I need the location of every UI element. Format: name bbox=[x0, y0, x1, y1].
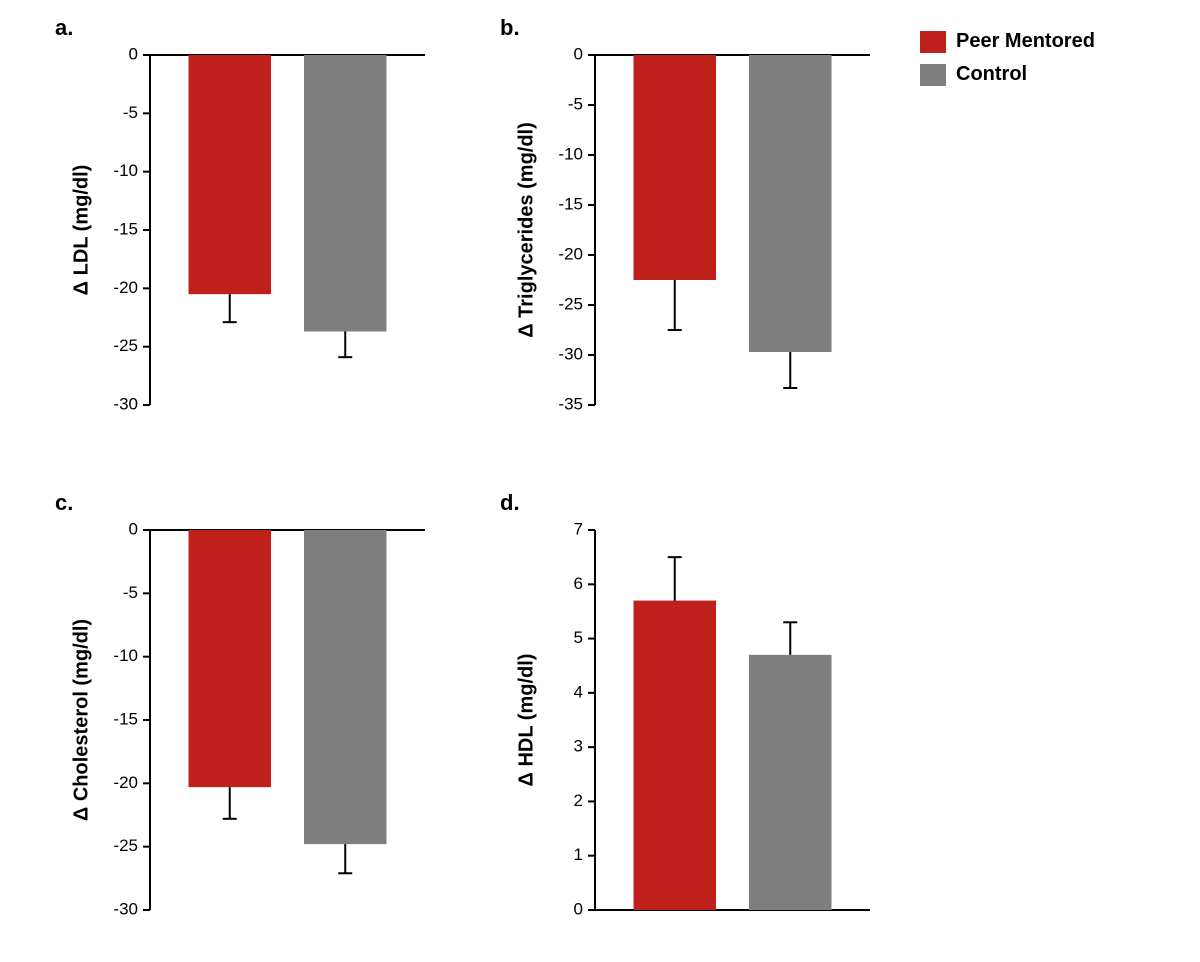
bar-peer bbox=[634, 601, 717, 910]
ytick-label: -15 bbox=[113, 709, 138, 728]
ytick-label: 2 bbox=[574, 791, 583, 810]
chart-a: -30 -25 -20 -15 -10 -5 0 Δ LDL (mg/dl) bbox=[55, 15, 455, 435]
chart-d: 0 1 2 3 4 5 6 7 Δ HDL (mg/dl) bbox=[500, 490, 900, 940]
ytick-label: -5 bbox=[568, 94, 583, 113]
ytick-label: 1 bbox=[574, 845, 583, 864]
ytick-label: -5 bbox=[123, 103, 138, 122]
y-axis-label: Δ Cholesterol (mg/dl) bbox=[70, 619, 92, 821]
ytick-label: -30 bbox=[558, 344, 583, 363]
bar-peer bbox=[189, 530, 272, 787]
ytick-label: -20 bbox=[113, 278, 138, 297]
chart-b: -35 -30 -25 -20 -15 -10 -5 0 Δ Triglycerides (mg… bbox=[500, 15, 900, 435]
ytick-label: -10 bbox=[558, 144, 583, 163]
panel-c: c. -30 -25 -20 -15 -10 -5 0 Δ Cholesterol (mg/dl… bbox=[55, 490, 455, 940]
panel-label-c: c. bbox=[55, 490, 73, 516]
ytick-label: -30 bbox=[113, 394, 138, 413]
ytick-label: -30 bbox=[113, 899, 138, 918]
legend-swatch bbox=[920, 64, 946, 86]
ytick-label: -25 bbox=[113, 836, 138, 855]
legend-label: Control bbox=[956, 63, 1027, 86]
bar-peer bbox=[634, 55, 717, 280]
ytick-label: -35 bbox=[558, 394, 583, 413]
legend: Peer Mentored Control bbox=[920, 30, 1095, 96]
panel-label-a: a. bbox=[55, 15, 73, 41]
ytick-label: 4 bbox=[574, 682, 583, 701]
y-axis-label: Δ Triglycerides (mg/dl) bbox=[515, 122, 537, 338]
ytick-label: 0 bbox=[129, 519, 138, 538]
ytick-label: -25 bbox=[558, 294, 583, 313]
ytick-label: -10 bbox=[113, 161, 138, 180]
panel-a: a. -30 -25 -20 -15 -10 -5 0 Δ LDL (mg/dl) bbox=[55, 15, 455, 435]
bar-peer bbox=[189, 55, 272, 294]
legend-item: Control bbox=[920, 63, 1095, 86]
ytick-label: -20 bbox=[558, 244, 583, 263]
panel-label-d: d. bbox=[500, 490, 520, 516]
y-axis-label: Δ HDL (mg/dl) bbox=[515, 654, 537, 787]
ytick-label: -15 bbox=[113, 219, 138, 238]
bar-control bbox=[749, 655, 832, 910]
ytick-label: -5 bbox=[123, 583, 138, 602]
ytick-label: 6 bbox=[574, 574, 583, 593]
chart-c: -30 -25 -20 -15 -10 -5 0 Δ Cholesterol (mg/dl) bbox=[55, 490, 455, 940]
ytick-label: 7 bbox=[574, 519, 583, 538]
bar-control bbox=[304, 530, 387, 844]
bar-control bbox=[304, 55, 387, 332]
ytick-label: 0 bbox=[574, 44, 583, 63]
panel-d: d. 0 1 2 3 4 5 6 7 Δ HDL (mg/dl) bbox=[500, 490, 900, 940]
ytick-label: 0 bbox=[129, 44, 138, 63]
ytick-label: -25 bbox=[113, 336, 138, 355]
ytick-label: 3 bbox=[574, 737, 583, 756]
panel-b: b. -35 -30 -25 -20 -15 -10 -5 0 Δ Triglycerides (… bbox=[500, 15, 900, 435]
panel-label-b: b. bbox=[500, 15, 520, 41]
ytick-label: 5 bbox=[574, 628, 583, 647]
ytick-label: 0 bbox=[574, 899, 583, 918]
legend-item: Peer Mentored bbox=[920, 30, 1095, 53]
figure: a.-30-25-20-15-10-50Δ LDL (mg/dl) b.-35-… bbox=[0, 0, 1200, 962]
legend-label: Peer Mentored bbox=[956, 30, 1095, 53]
ytick-label: -15 bbox=[558, 194, 583, 213]
ytick-label: -20 bbox=[113, 773, 138, 792]
legend-swatch bbox=[920, 31, 946, 53]
y-axis-label: Δ LDL (mg/dl) bbox=[70, 165, 92, 296]
ytick-label: -10 bbox=[113, 646, 138, 665]
bar-control bbox=[749, 55, 832, 352]
